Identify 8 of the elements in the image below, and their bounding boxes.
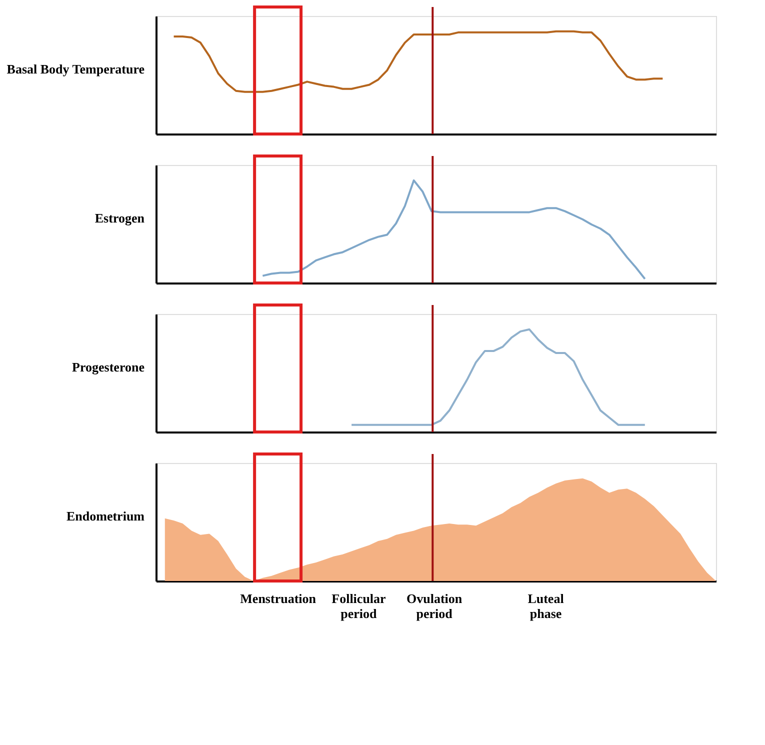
text: Ovulation period bbox=[406, 591, 463, 621]
y-axis-title: Basal Body Temperature bbox=[6, 62, 145, 77]
text: Luteal phase bbox=[528, 591, 564, 621]
y-axis-title: Endometrium bbox=[66, 508, 145, 524]
y-axis-title: Progesterone bbox=[72, 360, 145, 375]
text: Menstruation bbox=[240, 591, 317, 606]
text: Follicular period bbox=[332, 591, 386, 621]
y-axis-title: Estrogen bbox=[94, 210, 146, 226]
